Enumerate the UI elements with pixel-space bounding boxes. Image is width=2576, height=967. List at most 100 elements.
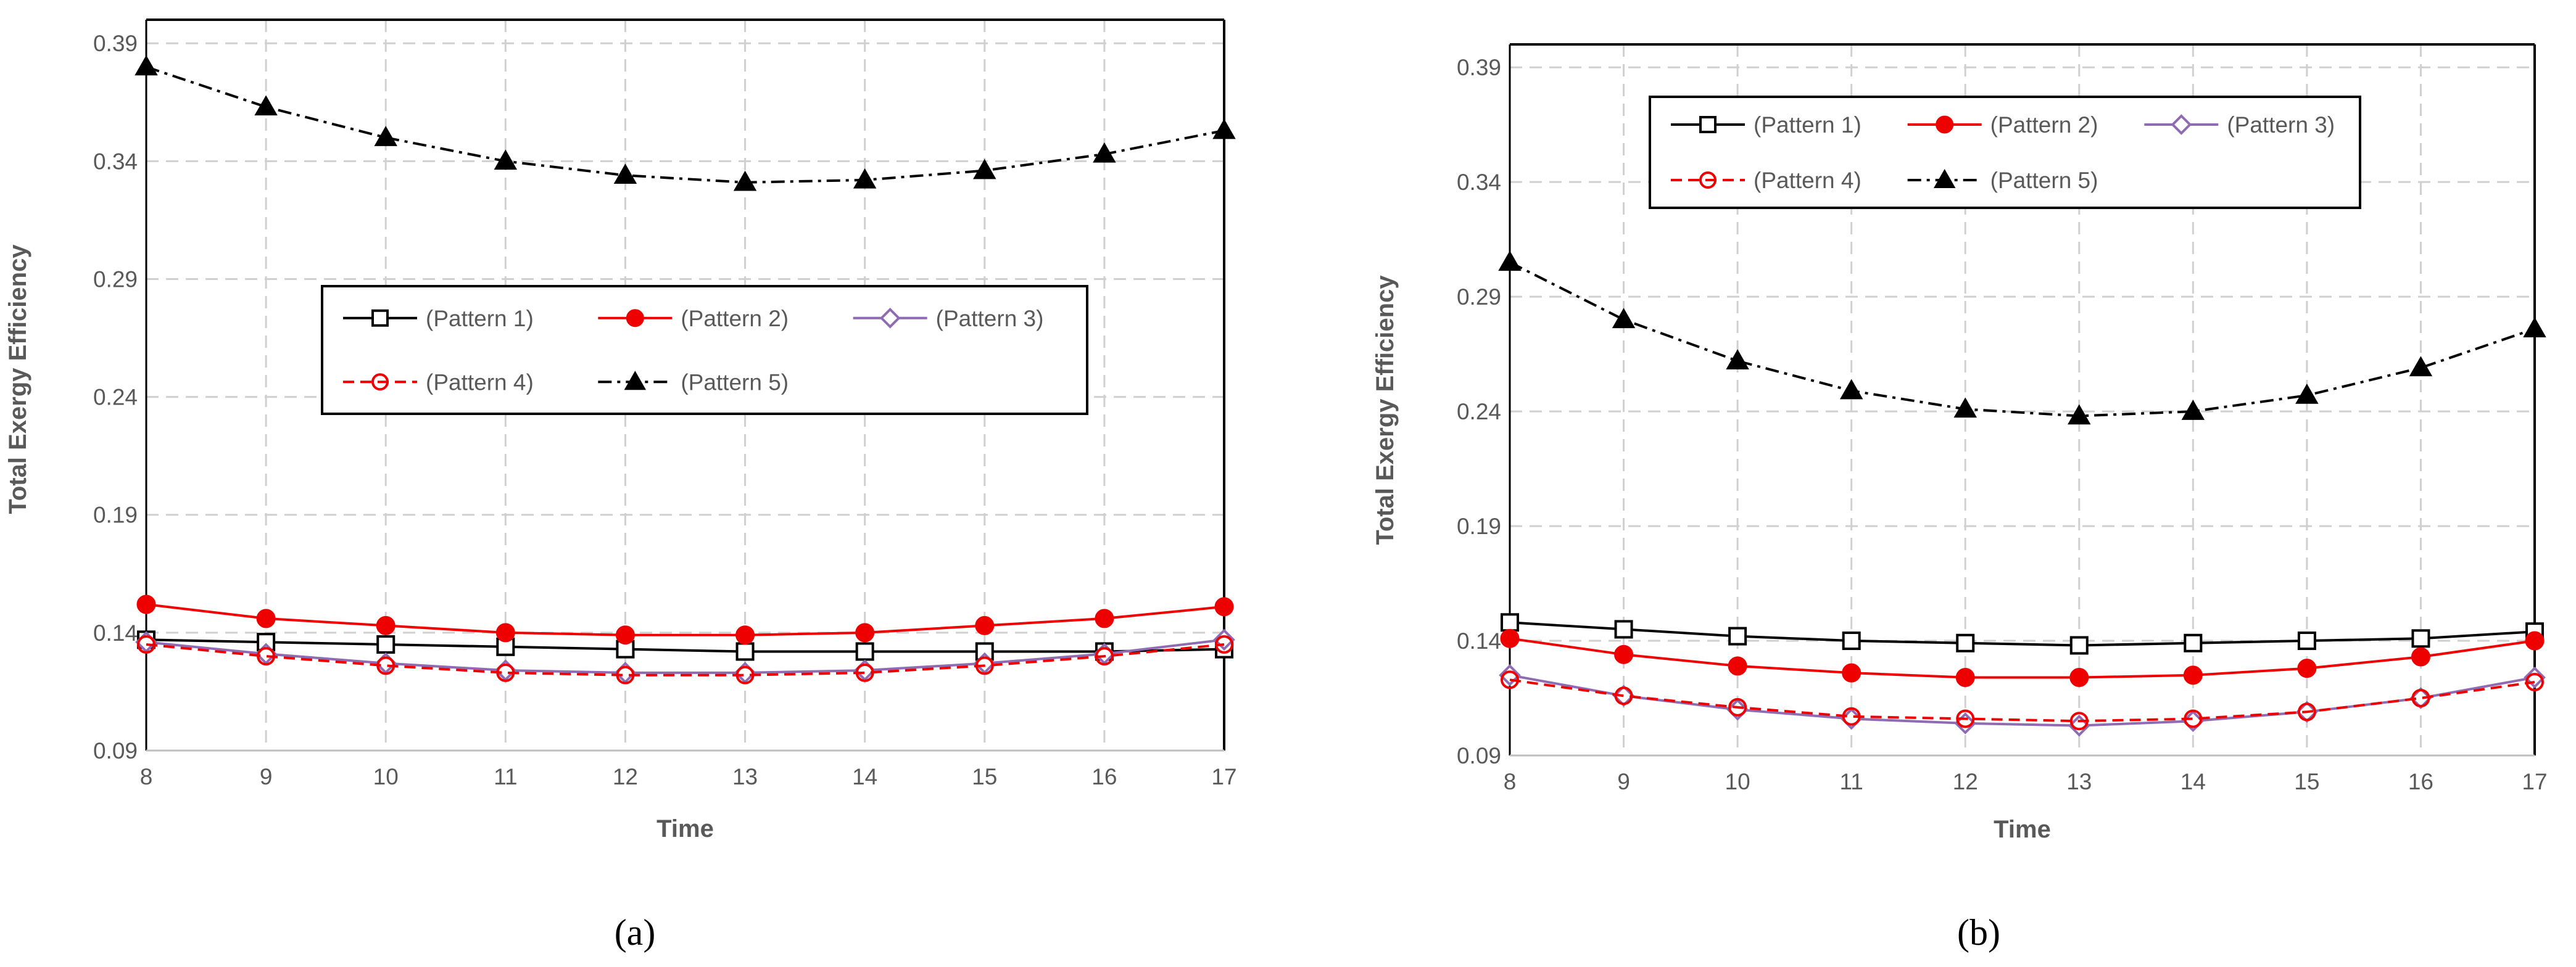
data-point-marker: [2411, 647, 2430, 667]
data-point-marker: [496, 663, 515, 682]
series-pattern-5: [135, 55, 1236, 191]
data-point-marker: [2068, 404, 2091, 425]
data-point-marker: [615, 625, 635, 645]
y-tick-label: 0.39: [93, 31, 138, 56]
data-point-marker: [1498, 250, 1522, 271]
data-point-marker: [376, 635, 396, 654]
data-point-marker: [2297, 632, 2316, 651]
data-point-marker: [735, 625, 755, 645]
y-tick-label: 0.14: [93, 620, 138, 646]
data-point-marker: [1956, 709, 1975, 728]
data-point-marker: [2069, 636, 2089, 655]
data-point-marker: [735, 642, 755, 661]
y-tick-label: 0.19: [1457, 514, 1501, 539]
data-point-marker: [1614, 644, 1634, 664]
data-point-marker: [855, 623, 875, 643]
data-point-marker: [613, 163, 637, 184]
x-tick-label: 12: [613, 764, 638, 789]
x-tick-label: 13: [732, 764, 758, 789]
x-tick-label: 13: [2066, 769, 2092, 794]
y-tick-label: 0.29: [1457, 284, 1501, 310]
data-point-marker: [1614, 620, 1633, 639]
data-point-marker: [2411, 689, 2430, 708]
legend-marker: [371, 373, 389, 391]
data-point-marker: [1501, 613, 1519, 632]
legend-label: (Pattern 5): [1990, 168, 2098, 193]
data-point-marker: [494, 149, 518, 170]
data-point-marker: [256, 609, 276, 628]
x-tick-label: 17: [1211, 764, 1236, 789]
legend-label: (Pattern 4): [1754, 168, 1862, 193]
y-tick-label: 0.29: [93, 266, 138, 292]
data-point-marker: [2297, 702, 2316, 722]
legend-label: (Pattern 1): [1754, 112, 1862, 138]
legend-label: (Pattern 3): [936, 306, 1044, 331]
data-point-marker: [1842, 632, 1861, 651]
series-pattern-4: [1501, 670, 2544, 731]
data-point-marker: [855, 663, 874, 682]
data-point-marker: [853, 168, 877, 189]
data-point-marker: [975, 615, 995, 635]
series-line: [146, 638, 1225, 674]
series-line: [146, 638, 1225, 653]
legend-marker: [371, 309, 389, 327]
legend-label: (Pattern 1): [426, 306, 534, 331]
legend-marker: [1936, 115, 1954, 134]
data-point-marker: [2525, 631, 2545, 651]
data-point-marker: [1500, 628, 1520, 648]
data-point-marker: [2184, 709, 2203, 728]
data-point-marker: [136, 595, 156, 614]
legend-label: (Pattern 4): [426, 369, 534, 395]
panel-label: (a): [615, 912, 656, 953]
y-tick-label: 0.24: [1457, 399, 1501, 424]
legend-marker: [626, 309, 644, 327]
x-axis-title: Time: [1994, 816, 2051, 843]
x-axis-title: Time: [656, 815, 714, 842]
x-tick-label: 8: [1504, 769, 1517, 794]
x-tick-label: 15: [2294, 769, 2319, 794]
y-axis-title: Total Exergy Efficiency: [4, 244, 31, 514]
x-tick-label: 16: [1091, 764, 1117, 789]
series-pattern-2: [136, 595, 1234, 645]
y-tick-label: 0.24: [93, 385, 138, 410]
legend-marker: [1699, 116, 1717, 133]
data-point-marker: [973, 158, 996, 179]
data-point-marker: [257, 647, 276, 666]
data-point-marker: [1612, 308, 1636, 329]
series-pattern-2: [1500, 628, 2545, 688]
legend: (Pattern 1) (Pattern 2) (Pattern 3) (Patter…: [1649, 96, 2361, 209]
data-point-marker: [254, 95, 278, 116]
x-tick-label: 9: [260, 764, 273, 789]
data-point-marker: [975, 656, 994, 675]
legend-box: [321, 285, 1088, 415]
data-point-marker: [733, 170, 757, 191]
data-point-marker: [2523, 317, 2546, 337]
data-point-marker: [1839, 379, 1863, 400]
data-point-marker: [1214, 597, 1234, 617]
legend-marker: [879, 307, 901, 329]
legend-marker: [1699, 171, 1717, 189]
data-point-marker: [2069, 668, 2089, 688]
x-tick-label: 8: [140, 764, 153, 789]
y-tick-label: 0.09: [93, 738, 138, 763]
legend-marker: [1933, 168, 1956, 188]
x-tick-label: 10: [373, 764, 399, 789]
y-axis-title: Total Exergy Efficiency: [1372, 275, 1399, 545]
x-tick-label: 9: [1617, 769, 1630, 794]
data-point-marker: [2295, 384, 2319, 404]
data-point-marker: [1956, 633, 1975, 652]
data-point-marker: [376, 656, 396, 675]
data-point-marker: [1501, 670, 1519, 689]
chart-panel-b: 0.09 0.14 0.19 0.24 0.29 0.34 0.39 8 9 10 11 12 13 14…: [1372, 43, 2548, 953]
data-point-marker: [1095, 647, 1114, 666]
data-point-marker: [376, 615, 396, 635]
chart-panel-a: 0.09 0.14 0.19 0.24 0.29 0.34 0.39 8 9 10 11 12 13 14…: [4, 19, 1237, 953]
y-tick-label: 0.34: [93, 149, 138, 174]
x-tick-label: 10: [1725, 769, 1750, 794]
x-tick-label: 17: [2522, 769, 2547, 794]
data-point-marker: [1614, 686, 1633, 706]
data-point-marker: [2069, 712, 2089, 731]
data-point-marker: [137, 635, 155, 654]
data-point-marker: [1726, 349, 1749, 370]
